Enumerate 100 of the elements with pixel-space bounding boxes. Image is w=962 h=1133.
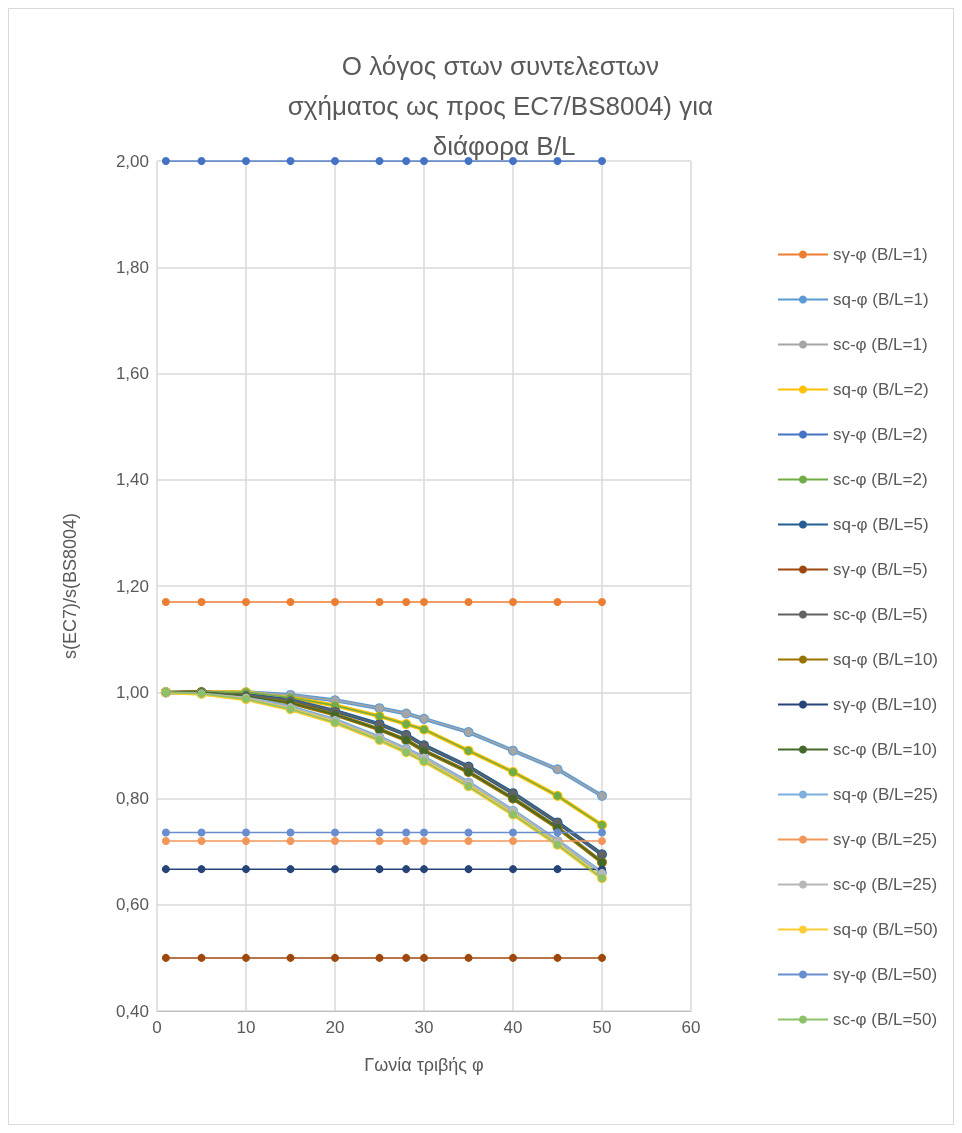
point	[375, 865, 384, 874]
y-tick-label: 2,00	[115, 151, 149, 171]
legend-label: sγ-φ (B/L=25)	[832, 830, 938, 849]
point	[161, 865, 170, 874]
legend-label: sq-φ (B/L=5)	[832, 515, 929, 534]
point	[598, 828, 606, 837]
point	[553, 953, 562, 962]
point	[464, 837, 473, 845]
legend-label: sc-φ (B/L=5)	[832, 605, 928, 624]
point	[402, 157, 411, 165]
point	[464, 953, 473, 962]
legend-label: sq-φ (B/L=2)	[832, 380, 929, 399]
point	[161, 828, 170, 837]
x-tick-label: 20	[325, 1018, 345, 1037]
x-tick-label: 30	[414, 1018, 434, 1037]
y-tick-label: 1,00	[115, 682, 149, 702]
x-tick-label: 40	[503, 1018, 523, 1037]
y-tick-label: 1,20	[115, 576, 149, 596]
point	[375, 157, 384, 165]
point	[197, 157, 206, 165]
point	[197, 865, 206, 874]
point	[331, 837, 339, 845]
point	[286, 953, 295, 962]
point	[242, 865, 250, 874]
point	[375, 953, 384, 962]
point	[598, 837, 606, 845]
point	[242, 157, 250, 165]
point	[331, 157, 339, 165]
point	[197, 828, 206, 837]
legend-label: sγ-φ (B/L=5)	[832, 560, 928, 579]
point	[242, 597, 250, 606]
point	[420, 828, 428, 837]
point	[553, 597, 562, 606]
point	[402, 865, 411, 874]
point	[375, 597, 384, 606]
point	[375, 837, 384, 845]
x-tick-label: 0	[152, 1018, 162, 1037]
point	[509, 828, 517, 837]
legend-label: sγ-φ (B/L=50)	[832, 965, 938, 984]
point	[286, 157, 295, 165]
legend-label: sγ-φ (B/L=2)	[832, 425, 928, 444]
point	[286, 837, 295, 845]
point	[402, 828, 411, 837]
point	[161, 837, 170, 845]
x-tick-label: 10	[236, 1018, 256, 1037]
legend-label: sq-φ (B/L=50)	[832, 920, 939, 939]
point	[242, 828, 250, 837]
legend-label: sγ-φ (B/L=10)	[832, 695, 938, 714]
legend-label: sc-φ (B/L=2)	[832, 470, 928, 489]
point	[402, 597, 411, 606]
point	[420, 837, 428, 845]
point	[286, 597, 295, 606]
legend-label: sc-φ (B/L=25)	[832, 875, 938, 894]
point	[161, 157, 170, 165]
legend-label: sq-φ (B/L=25)	[832, 785, 939, 804]
point	[598, 157, 606, 165]
point	[553, 157, 562, 165]
point	[420, 865, 428, 874]
point	[598, 953, 606, 962]
point	[242, 953, 250, 962]
legend-label: sq-φ (B/L=1)	[832, 290, 929, 309]
point	[331, 865, 339, 874]
point	[197, 837, 206, 845]
point	[331, 597, 339, 606]
point	[464, 597, 473, 606]
point	[464, 828, 473, 837]
point	[161, 597, 170, 606]
y-tick-label: 1,80	[115, 257, 149, 277]
point	[402, 953, 411, 962]
point	[598, 597, 606, 606]
y-tick-label: 0,80	[115, 789, 149, 808]
x-tick-label: 50	[592, 1018, 612, 1037]
point	[553, 865, 562, 874]
point	[509, 597, 517, 606]
point	[286, 828, 295, 837]
point	[161, 953, 170, 962]
legend-label: sγ-φ (B/L=1)	[832, 245, 928, 264]
point	[509, 865, 517, 874]
legend-label: sc-φ (B/L=10)	[832, 740, 938, 759]
x-tick-label: 60	[681, 1018, 701, 1037]
x-axis-title: Γωνία τριβής φ	[364, 1055, 484, 1075]
legend-label: sq-φ (B/L=10)	[832, 650, 939, 669]
point	[553, 828, 562, 837]
point	[197, 953, 206, 962]
point	[509, 837, 517, 845]
point	[375, 828, 384, 837]
point	[420, 953, 428, 962]
point	[420, 597, 428, 606]
chart-title: Ο λόγος στων συντελεστων σχήματος ως προς EC7/BS8004) για διάφορα B/L	[287, 51, 721, 161]
y-axis-title: s(EC7)/s(BS8004)	[60, 512, 80, 660]
point	[242, 837, 250, 845]
point	[402, 837, 411, 845]
point	[464, 865, 473, 874]
point	[331, 828, 339, 837]
point	[509, 953, 517, 962]
y-tick-label: 0,40	[115, 1001, 149, 1021]
y-tick-label: 0,60	[115, 895, 149, 915]
point	[420, 157, 428, 165]
point	[286, 865, 295, 874]
legend-label: sc-φ (B/L=50)	[832, 1010, 938, 1029]
